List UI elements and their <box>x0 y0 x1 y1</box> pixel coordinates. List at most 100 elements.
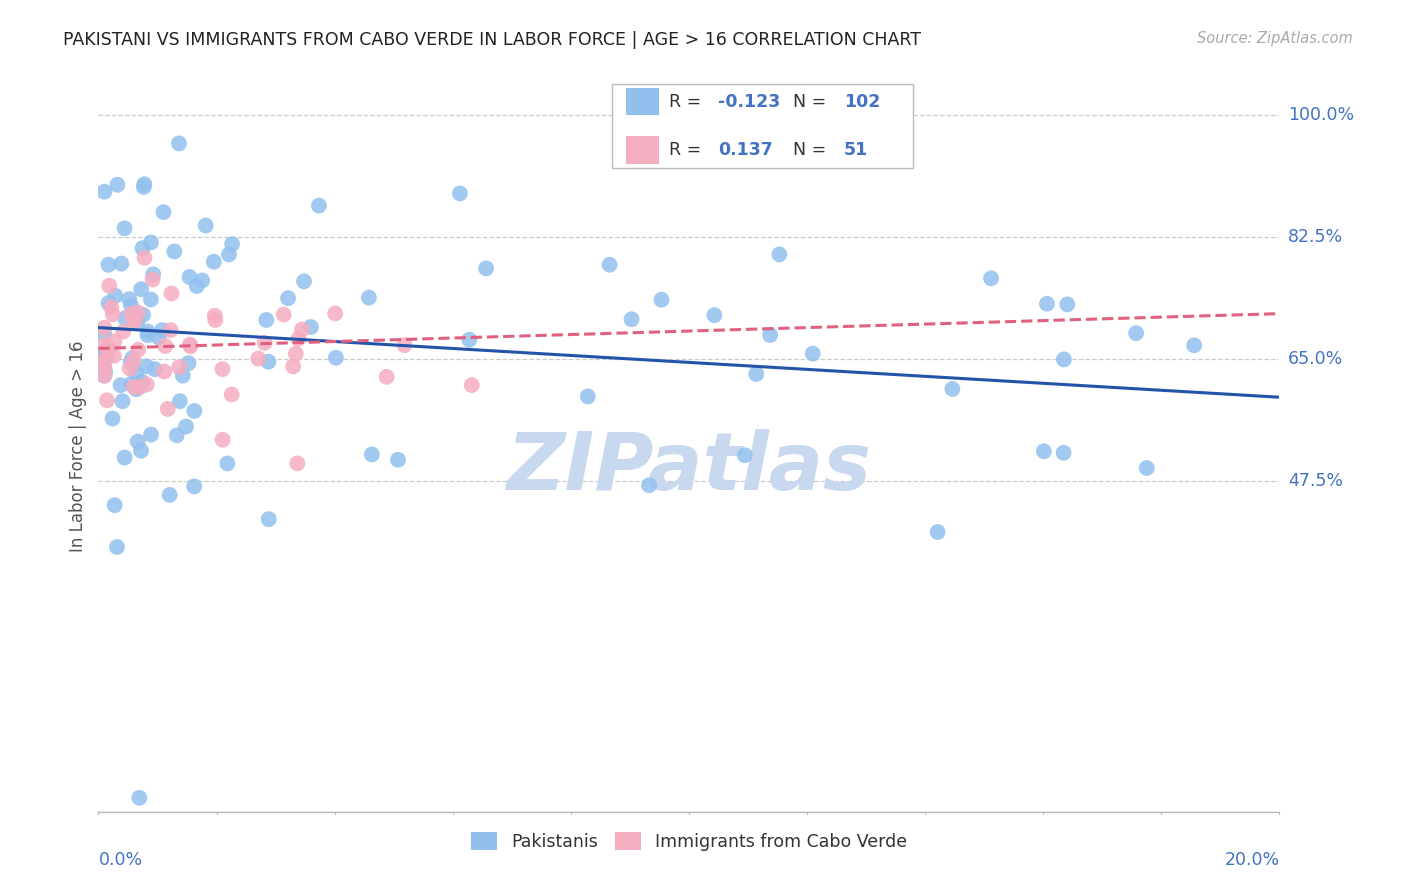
Point <box>103 349 125 363</box>
Text: N =: N = <box>793 142 831 160</box>
Point <box>194 219 217 233</box>
Point <box>148 330 170 344</box>
Point <box>122 312 145 326</box>
Point <box>1182 338 1205 352</box>
Point <box>114 221 136 235</box>
Point <box>387 452 409 467</box>
Point <box>257 512 280 526</box>
Point <box>980 271 1002 285</box>
Point <box>93 353 115 368</box>
Point <box>93 320 115 334</box>
Point <box>142 267 165 281</box>
Y-axis label: In Labor Force | Age > 16: In Labor Force | Age > 16 <box>69 340 87 552</box>
Point <box>112 325 135 339</box>
Point <box>105 540 128 554</box>
Text: Source: ZipAtlas.com: Source: ZipAtlas.com <box>1197 31 1353 46</box>
Point <box>103 334 125 349</box>
Point <box>104 289 127 303</box>
Point <box>124 314 146 328</box>
Point <box>122 380 145 394</box>
Point <box>703 308 725 322</box>
Point <box>134 251 156 265</box>
Point <box>100 300 122 314</box>
Point <box>131 241 153 255</box>
Point <box>576 389 599 403</box>
Point <box>97 296 120 310</box>
Point <box>135 377 157 392</box>
Text: 102: 102 <box>844 93 880 111</box>
Point <box>127 343 149 357</box>
Point <box>143 362 166 376</box>
Point <box>273 308 295 322</box>
Point <box>183 479 205 493</box>
Point <box>167 136 190 151</box>
Point <box>734 448 756 462</box>
Point <box>131 375 153 389</box>
Point <box>163 244 186 259</box>
Point <box>1136 461 1159 475</box>
Point <box>167 360 190 375</box>
Text: 0.0%: 0.0% <box>98 851 142 869</box>
Point <box>284 347 307 361</box>
Point <box>139 235 162 250</box>
Point <box>129 282 152 296</box>
Point <box>120 299 142 313</box>
Legend: Pakistanis, Immigrants from Cabo Verde: Pakistanis, Immigrants from Cabo Verde <box>464 825 914 858</box>
Point <box>394 338 416 352</box>
Point <box>135 359 157 374</box>
Point <box>179 270 201 285</box>
Point <box>129 443 152 458</box>
Point <box>125 382 148 396</box>
Point <box>111 394 134 409</box>
Point <box>1056 297 1078 311</box>
Point <box>247 351 270 366</box>
Point <box>599 258 621 272</box>
Point <box>801 346 824 360</box>
Point <box>93 338 115 352</box>
Point <box>136 325 159 339</box>
Point <box>277 291 299 305</box>
Text: 51: 51 <box>844 142 868 160</box>
Point <box>927 524 949 539</box>
Point <box>217 457 239 471</box>
Point <box>93 360 115 375</box>
Point <box>142 272 165 286</box>
Point <box>357 291 380 305</box>
Point <box>202 254 225 268</box>
Text: 0.137: 0.137 <box>718 142 773 160</box>
Point <box>93 185 115 199</box>
Point <box>150 323 173 337</box>
FancyBboxPatch shape <box>612 84 914 168</box>
Point <box>292 274 315 288</box>
Point <box>110 257 132 271</box>
Point <box>759 328 782 343</box>
Point <box>120 355 142 369</box>
Text: 65.0%: 65.0% <box>1288 350 1343 368</box>
Point <box>93 344 115 359</box>
Point <box>104 498 127 512</box>
Point <box>159 323 181 337</box>
Text: R =: R = <box>669 142 707 160</box>
Point <box>127 305 149 319</box>
Point <box>101 307 124 321</box>
Point <box>1053 352 1076 367</box>
Point <box>160 286 183 301</box>
Point <box>155 339 177 353</box>
Point <box>169 394 191 409</box>
FancyBboxPatch shape <box>626 136 659 164</box>
Point <box>638 478 661 492</box>
Point <box>281 359 304 374</box>
Point <box>107 178 129 192</box>
Point <box>1125 326 1147 341</box>
Point <box>620 312 643 326</box>
Point <box>134 178 156 192</box>
Point <box>120 376 142 391</box>
Point <box>375 369 398 384</box>
Point <box>118 361 141 376</box>
Point <box>125 367 148 381</box>
Point <box>1036 297 1059 311</box>
Point <box>177 356 200 370</box>
Text: 100.0%: 100.0% <box>1288 106 1354 124</box>
Point <box>941 382 963 396</box>
Point <box>211 433 233 447</box>
